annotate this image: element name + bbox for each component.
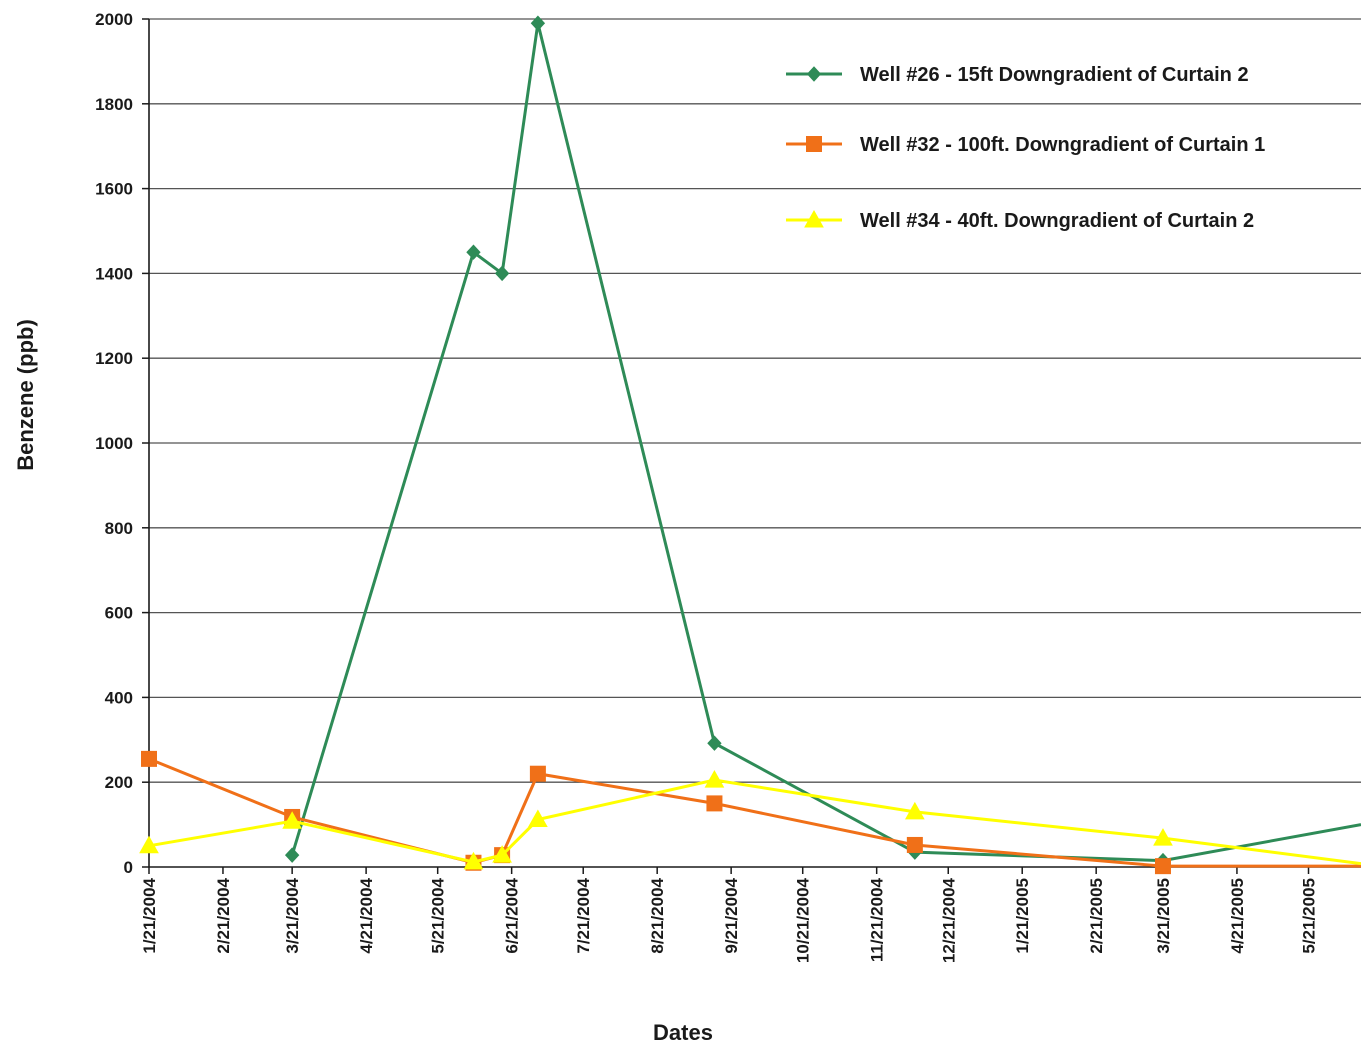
x-tick-label: 12/21/2004: [939, 877, 958, 963]
x-tick-label: 10/21/2004: [794, 877, 813, 963]
data-point: [492, 845, 512, 863]
legend-label: Well #26 - 15ft Downgradient of Curtain …: [860, 64, 1249, 86]
data-point: [139, 835, 159, 854]
data-point: [528, 809, 548, 828]
legend-marker: [804, 209, 824, 228]
x-axis-title: Dates: [653, 1020, 713, 1045]
legend-marker: [806, 136, 822, 152]
data-point: [282, 811, 303, 829]
data-point: [704, 770, 725, 788]
data-point: [707, 735, 722, 751]
x-tick-label: 1/21/2004: [140, 877, 159, 953]
data-point: [906, 836, 923, 853]
x-tick-label: 3/21/2005: [1154, 878, 1173, 954]
data-point: [706, 795, 723, 812]
data-point: [141, 750, 157, 767]
data-point: [1153, 828, 1173, 846]
x-tick-label: 6/21/2004: [503, 877, 522, 953]
x-tick-label: 5/21/2005: [1300, 878, 1319, 954]
axes: 0 200 400 600 800 1000 1200 1400 1600 1800 2000 1/2…: [95, 10, 1361, 963]
series-line: [148, 778, 1361, 866]
x-tick-label: 3/21/2004: [283, 877, 302, 953]
x-tick-label: 11/21/2004: [868, 877, 887, 962]
y-tick-label: 600: [105, 604, 133, 623]
data-point: [494, 265, 510, 282]
data-point: [466, 244, 481, 260]
y-tick-label: 400: [105, 688, 133, 707]
x-tick-label: 1/21/2005: [1013, 878, 1032, 954]
y-tick-label: 1400: [95, 264, 133, 283]
data-point: [530, 15, 546, 31]
series-lines: [139, 15, 1361, 875]
series-line: [148, 757, 1361, 868]
y-tick-label: 0: [124, 858, 133, 877]
series-line: [290, 22, 1361, 863]
x-tick-label: 5/21/2004: [429, 877, 448, 953]
y-tick-label: 1800: [95, 95, 133, 114]
y-tick-label: 1000: [95, 434, 133, 453]
x-tick-label: 8/21/2004: [648, 877, 667, 953]
y-tick-label: 1600: [95, 180, 133, 199]
y-axis-title: Benzene (ppb): [13, 319, 38, 471]
series-group: [139, 770, 1361, 870]
data-point: [1154, 858, 1171, 875]
x-tick-label: 4/21/2004: [357, 877, 376, 953]
legend-label: Well #34 - 40ft. Downgradient of Curtain…: [860, 210, 1254, 232]
data-point: [284, 847, 300, 863]
gridlines: [149, 18, 1361, 783]
y-tick-label: 200: [105, 773, 133, 792]
x-tick-label: 2/21/2004: [214, 877, 233, 953]
x-tick-label: 7/21/2004: [574, 877, 593, 953]
x-tick-label: 4/21/2005: [1228, 878, 1247, 954]
legend: Well #26 - 15ft Downgradient of Curtain …: [786, 64, 1265, 232]
data-point: [529, 765, 546, 782]
data-point: [463, 851, 484, 870]
y-tick-label: 800: [105, 519, 133, 538]
legend-label: Well #32 - 100ft. Downgradient of Curtai…: [860, 134, 1265, 156]
legend-marker: [806, 66, 822, 82]
y-tick-label: 2000: [95, 10, 133, 29]
x-tick-label: 9/21/2004: [722, 877, 741, 953]
data-point: [904, 801, 925, 820]
x-tick-label: 2/21/2005: [1087, 878, 1106, 954]
series-group: [141, 750, 1361, 875]
y-tick-label: 1200: [95, 349, 133, 368]
